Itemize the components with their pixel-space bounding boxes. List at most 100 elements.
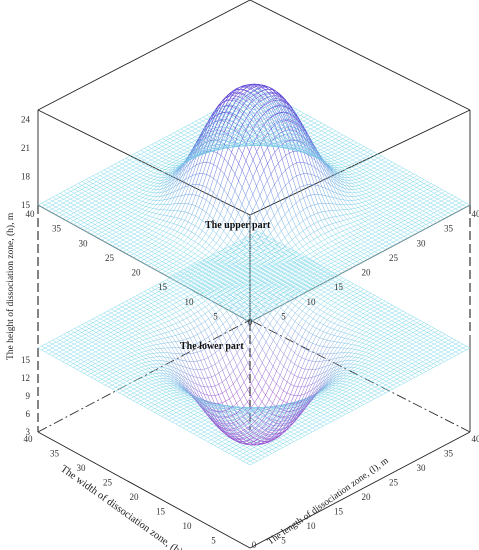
mesh-line (393, 377, 398, 380)
mesh-line (294, 341, 299, 345)
mesh-line (394, 338, 399, 341)
mesh-line (350, 353, 355, 357)
mesh-line (368, 354, 373, 358)
mesh-line (183, 398, 188, 401)
mesh-line (368, 358, 373, 362)
mesh-line (192, 382, 197, 391)
mesh-line (63, 338, 68, 341)
mesh-line (188, 384, 193, 392)
mesh-line (127, 358, 132, 361)
mesh-line (143, 303, 148, 306)
mesh-line (340, 342, 345, 344)
mesh-line (235, 456, 240, 460)
mesh-line (128, 322, 133, 326)
mesh-line (419, 339, 424, 343)
mesh-line (309, 416, 314, 419)
mesh-line (197, 423, 202, 427)
mesh-line (386, 355, 391, 359)
mesh-line (459, 343, 464, 347)
mesh-line (355, 340, 359, 343)
mesh-line (229, 326, 234, 334)
mesh-line (414, 373, 419, 376)
mesh-line (316, 344, 320, 347)
mesh-line (345, 410, 350, 413)
mesh-line (380, 324, 385, 328)
mesh-line (162, 380, 167, 384)
mesh-line (249, 250, 254, 253)
mesh-line (139, 333, 144, 337)
mesh-line (341, 402, 346, 405)
mesh-line (140, 396, 145, 400)
mesh-line (239, 447, 244, 450)
mesh-line (387, 340, 392, 343)
mesh-line (109, 343, 114, 347)
mesh-line (434, 339, 438, 343)
mesh-line (221, 449, 226, 452)
mesh-line (383, 336, 388, 339)
mesh-line (331, 399, 336, 402)
mesh-line (402, 314, 407, 318)
mesh-line (367, 396, 372, 399)
mesh-line (204, 435, 208, 438)
mesh-line (345, 287, 350, 290)
mesh-line (290, 435, 295, 438)
mesh-line (85, 334, 89, 337)
mesh-line (243, 394, 248, 402)
mesh-line (99, 330, 104, 333)
mesh-line (355, 331, 360, 334)
mesh-line (139, 308, 144, 312)
mesh-line (459, 345, 463, 349)
mesh-line (397, 341, 402, 345)
mesh-line (390, 351, 395, 355)
mesh-line (183, 412, 188, 415)
mesh-line (305, 412, 310, 415)
mesh-line (260, 455, 265, 458)
mesh-line (215, 364, 220, 374)
mesh-line (358, 361, 362, 363)
mesh-line (208, 336, 213, 345)
mesh-line (350, 367, 355, 371)
mesh-line (309, 414, 314, 417)
mesh-line (232, 453, 237, 456)
mesh-line (87, 359, 92, 362)
mesh-line (436, 361, 441, 364)
mesh-line (99, 326, 104, 329)
mesh-line (236, 427, 240, 433)
mesh-line (441, 338, 446, 341)
mesh-line (136, 302, 141, 306)
mesh-line (167, 361, 172, 367)
mesh-line (365, 348, 370, 350)
mesh-line (396, 375, 401, 378)
mesh-line (149, 349, 154, 354)
mesh-line (369, 329, 374, 332)
mesh-line (143, 402, 148, 405)
mesh-line (345, 291, 350, 294)
mesh-line (437, 355, 442, 359)
mesh-line (140, 385, 145, 388)
mesh-line (193, 336, 198, 344)
mesh-line (416, 332, 421, 335)
mesh-line (204, 429, 209, 433)
mesh-line (193, 421, 198, 425)
mesh-line (204, 329, 209, 338)
mesh-line (301, 418, 306, 421)
mesh-line (204, 425, 209, 429)
mesh-line (245, 428, 250, 432)
mesh-line (204, 359, 209, 369)
mesh-line (226, 407, 231, 410)
mesh-line (162, 285, 167, 288)
mesh-line (336, 364, 341, 367)
mesh-line (140, 301, 145, 304)
mesh-line (145, 350, 150, 355)
mesh-line (84, 349, 89, 353)
mesh-line (262, 324, 267, 330)
mesh-line (319, 423, 324, 427)
mesh-line (178, 364, 183, 372)
mesh-line (433, 351, 438, 355)
mesh-line (360, 291, 365, 294)
mesh-line (319, 421, 324, 425)
mesh-line (366, 331, 370, 334)
mesh-line (80, 367, 85, 370)
mesh-line (261, 236, 266, 240)
mesh-line (416, 320, 421, 323)
